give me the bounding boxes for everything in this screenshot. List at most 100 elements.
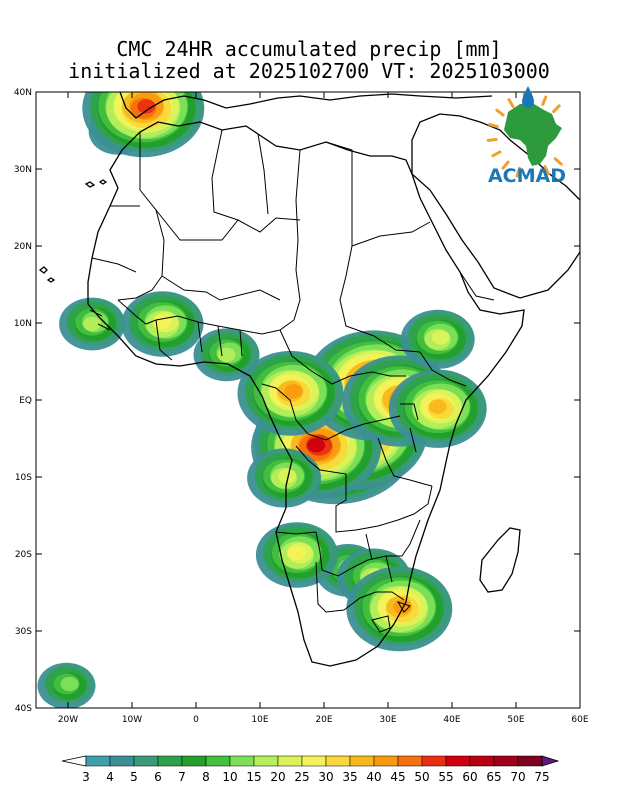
precip-cell — [307, 438, 326, 453]
colorbar-label: 75 — [534, 770, 549, 784]
colorbar — [61, 755, 560, 767]
logo-ray — [541, 95, 548, 106]
colorbar-label: 35 — [342, 770, 357, 784]
colorbar-label: 25 — [294, 770, 309, 784]
colorbar-box — [349, 755, 375, 767]
lon-tick-label: 50E — [507, 715, 524, 725]
colorbar-box — [109, 755, 135, 767]
colorbar-label: 7 — [178, 770, 186, 784]
logo-raindrop — [522, 86, 534, 108]
latitude-ticks: 40N 30N 20N 10N EQ 10S 20S 30S 40S — [14, 88, 580, 714]
lat-tick-label: EQ — [19, 396, 32, 406]
lat-tick-label: 20S — [15, 550, 32, 560]
precip-cell — [284, 384, 303, 399]
colorbar-box — [397, 755, 423, 767]
colorbar-box — [133, 755, 159, 767]
lat-tick-label: 10N — [14, 319, 32, 329]
lat-tick-label: 30N — [14, 165, 32, 175]
logo-ray — [552, 104, 561, 114]
lon-tick-label: 0 — [193, 715, 199, 725]
title-line-1: CMC 24HR accumulated precip [mm] — [116, 37, 502, 61]
colorbar-label: 3 — [82, 770, 90, 784]
lat-tick-label: 30S — [15, 627, 32, 637]
colorbar-box — [85, 755, 111, 767]
map-title: CMC 24HR accumulated precip [mm] initial… — [0, 38, 618, 82]
colorbar-label: 20 — [270, 770, 285, 784]
colorbar-label: 65 — [486, 770, 501, 784]
lon-tick-label: 20W — [58, 715, 78, 725]
logo-ray — [488, 122, 499, 129]
logo-ray — [553, 157, 563, 166]
precip-cell — [83, 316, 102, 332]
lon-tick-label: 40E — [443, 715, 460, 725]
madagascar-coastline — [479, 527, 521, 593]
precip-cell — [393, 599, 412, 615]
colorbar-box — [229, 755, 255, 767]
colorbar-label: 50 — [414, 770, 429, 784]
colorbar-label: 70 — [510, 770, 525, 784]
colorbar-box — [277, 755, 303, 767]
logo-ray — [495, 108, 505, 117]
precip-cell — [217, 347, 236, 362]
colorbar-box — [445, 755, 471, 767]
lat-tick-label: 40S — [15, 704, 32, 714]
colorbar-box — [253, 755, 279, 767]
canary-islands — [84, 179, 108, 188]
logo-ray — [515, 166, 521, 178]
precip-cell — [428, 399, 447, 414]
colorbar-box — [421, 755, 447, 767]
acmad-logo: ACMAD — [486, 86, 566, 187]
colorbar-label: 55 — [438, 770, 453, 784]
lat-tick-label: 20N — [14, 242, 32, 252]
colorbar-box — [205, 755, 231, 767]
colorbar-label: 45 — [390, 770, 405, 784]
colorbar-label: 40 — [366, 770, 381, 784]
precip-cell — [137, 99, 156, 114]
colorbar-labels: 3 4 5 6 7 8 10 15 20 25 30 35 40 45 50 55 60 65 70 75 — [82, 770, 549, 784]
colorbar-label: 30 — [318, 770, 333, 784]
cape-verde — [38, 266, 56, 283]
logo-ray — [501, 160, 510, 170]
logo-text: ACMAD — [488, 165, 566, 187]
logo-ray — [543, 165, 550, 176]
precip-cell — [60, 676, 79, 692]
title-line-2: initialized at 2025102700 VT: 2025103000 — [68, 59, 550, 83]
precip-cell — [278, 468, 297, 484]
colorbar-label: 4 — [106, 770, 114, 784]
colorbar-label: 8 — [202, 770, 210, 784]
colorbar-label: 10 — [222, 770, 237, 784]
colorbar-box — [301, 755, 327, 767]
logo-ray — [530, 168, 535, 180]
lon-tick-label: 10W — [122, 715, 142, 725]
lon-tick-label: 10E — [251, 715, 268, 725]
colorbar-box — [469, 755, 495, 767]
lon-tick-label: 60E — [571, 715, 588, 725]
precip-cell — [287, 545, 306, 561]
precip-layer — [37, 92, 487, 708]
colorbar-high-arrow — [541, 755, 560, 767]
lat-tick-label: 40N — [14, 88, 32, 98]
colorbar-label: 5 — [130, 770, 138, 784]
lon-tick-label: 20E — [315, 715, 332, 725]
colorbar-label: 60 — [462, 770, 477, 784]
colorbar-low-arrow — [61, 755, 87, 767]
logo-ray — [486, 138, 498, 142]
precip-cell — [431, 330, 450, 345]
colorbar-box — [325, 755, 351, 767]
country-borders — [89, 129, 495, 633]
colorbar-box — [493, 755, 519, 767]
colorbar-label: 6 — [154, 770, 162, 784]
logo-ray — [507, 98, 515, 109]
colorbar-box — [373, 755, 399, 767]
colorbar-box — [181, 755, 207, 767]
colorbar-box — [517, 755, 543, 767]
europe-coastline — [119, 92, 493, 119]
lat-tick-label: 10S — [15, 473, 32, 483]
colorbar-box — [157, 755, 183, 767]
longitude-ticks: 20W 10W 0 10E 20E 30E 40E 50E 60E — [58, 92, 589, 725]
arabia-coastline — [411, 113, 580, 299]
lon-tick-label: 30E — [379, 715, 396, 725]
logo-ray — [491, 150, 502, 158]
logo-africa-shape — [504, 104, 562, 166]
